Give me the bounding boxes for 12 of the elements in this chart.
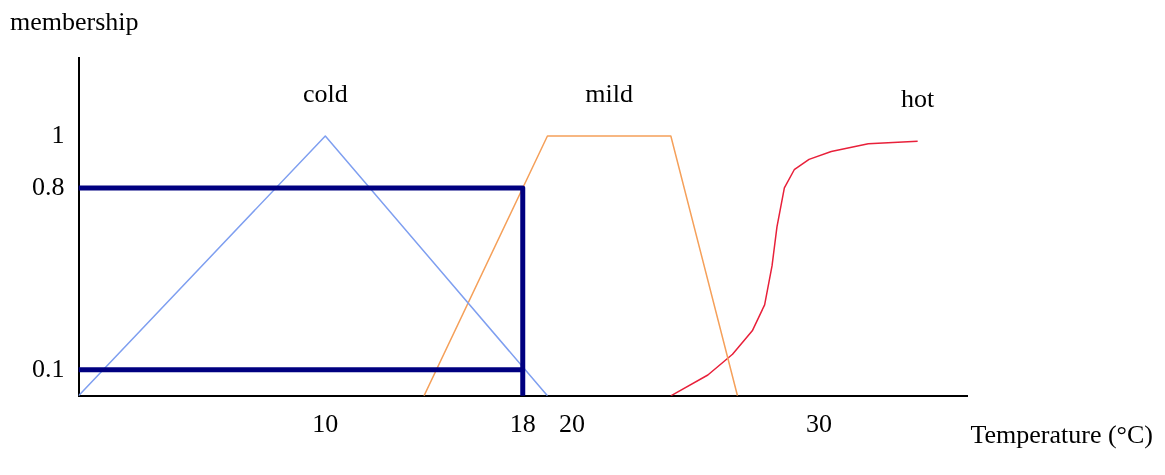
x-tick-label: 20 <box>559 409 586 439</box>
x-tick-label: 10 <box>312 409 339 439</box>
y-tick-label: 0.1 <box>32 353 65 383</box>
y-tick-label: 0.8 <box>32 171 65 201</box>
x-tick-label: 18 <box>509 409 536 439</box>
series-label: mild <box>585 78 633 108</box>
series-label: cold <box>302 78 348 108</box>
series-label: hot <box>901 83 936 113</box>
y-tick-label: 1 <box>51 119 65 149</box>
x-tick-label: 30 <box>805 409 832 439</box>
y-axis-title: membership <box>10 6 139 36</box>
x-axis-title: Temperature (°C) <box>970 419 1153 449</box>
